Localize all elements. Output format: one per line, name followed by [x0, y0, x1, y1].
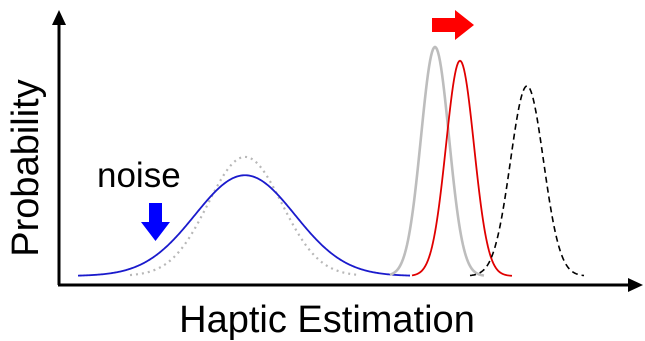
curve-low-reliability-prior [129, 155, 361, 277]
noise-label: noise [97, 156, 181, 195]
shift-right-arrow [432, 10, 474, 40]
curve-low-reliability-noisy [77, 174, 411, 277]
noise-down-arrow [141, 203, 170, 241]
curve-high-reliability-prior [389, 45, 485, 277]
y-axis-label: Probability [5, 79, 47, 256]
y-axis-arrowhead [52, 10, 66, 25]
axes [52, 10, 643, 292]
x-axis-label: Haptic Estimation [179, 299, 475, 341]
curve-high-reliability-shifted [411, 59, 513, 277]
curves-group [77, 45, 585, 277]
x-axis-arrowhead [628, 278, 643, 292]
curve-reference [469, 85, 585, 277]
